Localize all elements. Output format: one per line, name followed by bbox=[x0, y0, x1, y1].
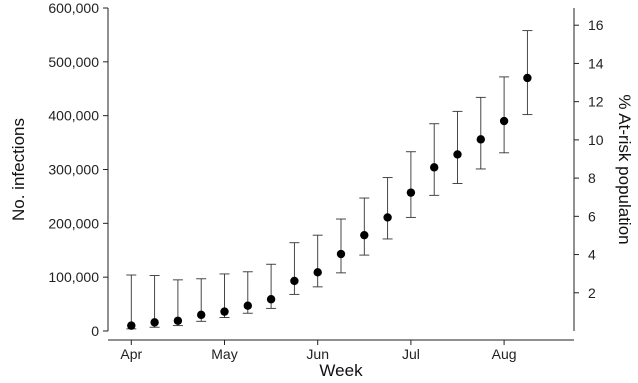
data-marks bbox=[126, 30, 533, 330]
y-tick-label: 500,000 bbox=[48, 54, 99, 70]
data-point bbox=[127, 321, 136, 330]
y2-tick-label: 6 bbox=[588, 208, 596, 224]
y-tick-label: 100,000 bbox=[48, 269, 99, 285]
data-point bbox=[243, 301, 252, 310]
y2-tick-label: 14 bbox=[588, 55, 604, 71]
y2-tick-label: 8 bbox=[588, 170, 596, 186]
y2-tick-label: 4 bbox=[588, 247, 596, 263]
data-point bbox=[173, 316, 183, 325]
data-point bbox=[476, 135, 485, 144]
data-point bbox=[150, 318, 159, 327]
data-point bbox=[523, 73, 532, 83]
y2-tick-label: 12 bbox=[588, 94, 604, 110]
data-point bbox=[197, 310, 206, 320]
data-point bbox=[499, 116, 509, 126]
axes: 0 100,000 200,000 300,000 400,000 500,000 600,… bbox=[48, 0, 603, 362]
data-point bbox=[383, 213, 392, 222]
y-axis-title: No. infections bbox=[9, 118, 28, 221]
x-tick-label: Aug bbox=[492, 346, 517, 362]
x-tick-label: May bbox=[211, 346, 237, 362]
data-point bbox=[406, 188, 416, 197]
data-point bbox=[220, 307, 229, 316]
data-point bbox=[336, 249, 346, 259]
x-tick-label: Jul bbox=[402, 346, 420, 362]
y-tick-label: 600,000 bbox=[48, 0, 99, 16]
y-tick-label: 200,000 bbox=[48, 215, 99, 231]
x-axis-title: Week bbox=[319, 361, 363, 380]
y-tick-label: 400,000 bbox=[48, 108, 99, 124]
data-point bbox=[453, 150, 462, 159]
y2-tick-label: 2 bbox=[588, 285, 596, 301]
data-point bbox=[430, 163, 439, 172]
x-tick-label: Jun bbox=[306, 346, 329, 362]
y2-axis-title: % At-risk population bbox=[615, 94, 634, 244]
y-tick-label: 300,000 bbox=[48, 162, 99, 178]
y-tick-label: 0 bbox=[91, 323, 99, 339]
y2-tick-label: 10 bbox=[588, 132, 604, 148]
y2-tick-label: 16 bbox=[588, 17, 604, 33]
data-point bbox=[360, 230, 369, 240]
x-tick-label: Apr bbox=[120, 346, 142, 362]
data-point bbox=[266, 295, 276, 304]
data-point bbox=[313, 268, 322, 277]
data-point bbox=[290, 276, 299, 286]
